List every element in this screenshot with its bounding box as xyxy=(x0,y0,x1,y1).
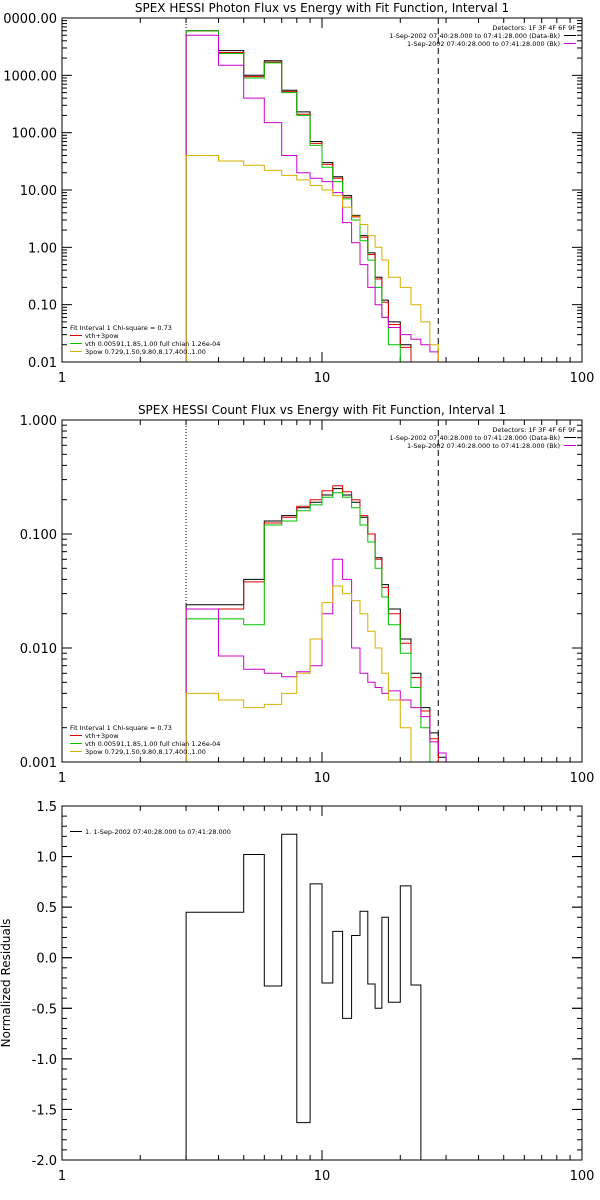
x-tick-label: 10 xyxy=(314,771,331,786)
y-tick-label: 10.00 xyxy=(20,184,57,199)
series-line-2 xyxy=(185,30,412,362)
y-tick-label: 0.001 xyxy=(20,756,57,771)
legend-entry-text: vth 0.00591,1.85,1.00 full chian 1.26e-0… xyxy=(85,740,220,748)
chart-panel-3: Normalized Residuals 1 10 100 -2.0 -1.5 -1.0 -0… xyxy=(0,800,594,1184)
y-tick-label: 0.100 xyxy=(20,528,57,543)
x-tick-label: 10 xyxy=(314,1169,331,1184)
x-tick-label: 1 xyxy=(58,771,66,786)
y-tick-label: -1.0 xyxy=(32,1053,57,1068)
legend-entry-text: 1-Sep-2002 07:40:28.000 to 07:41:28.000 … xyxy=(389,434,560,442)
chart-title: SPEX HESSI Count Flux vs Energy with Fit… xyxy=(138,403,506,417)
x-tick-label: 1 xyxy=(58,371,66,386)
legend-entry-text: Fit Interval 1 Chi-square = 0.73 xyxy=(70,724,172,732)
series-line-1 xyxy=(185,488,447,762)
legend-entry-text: 3pow 0.729,1.50,9.80,8.17,400.,1.00 xyxy=(85,748,206,756)
y-tick-label: 0.01 xyxy=(28,356,57,371)
x-tick-label: 100 xyxy=(570,371,595,386)
series-line-5 xyxy=(185,155,439,362)
x-tick-label: 1 xyxy=(58,1169,66,1184)
y-tick-label: 0.010 xyxy=(20,642,57,657)
legend-entry-text: vth+3pow xyxy=(85,332,119,340)
chart-title: SPEX HESSI Photon Flux vs Energy with Fi… xyxy=(135,1,509,15)
legend-entry-text: vth 0.00591,1.85,1.00 full chian 1.26e-0… xyxy=(85,340,220,348)
series-line-4 xyxy=(185,558,447,762)
y-tick-label: 1.0 xyxy=(36,851,57,866)
y-tick-label: 0.0 xyxy=(36,952,57,967)
series-line-4 xyxy=(185,34,447,363)
y-tick-label: 1.00 xyxy=(28,241,57,256)
legend-entry-text: 1-Sep-2002 07:40:28.000 to 07:41:28.000 … xyxy=(407,40,560,48)
legend-entry-text: 1-Sep-2002 07:40:28.000 to 07:41:28.000 … xyxy=(407,442,560,450)
y-tick-label: 0.5 xyxy=(36,901,57,916)
series-line-3 xyxy=(185,492,447,763)
y-tick-label: -1.5 xyxy=(32,1103,57,1118)
legend-entry-text: Detectors: 1F 3F 4F 6F 9F xyxy=(492,426,576,434)
x-tick-label: 10 xyxy=(314,371,331,386)
x-tick-label: 100 xyxy=(570,771,595,786)
legend-entry-text: 1-Sep-2002 07:40:28.000 to 07:41:28.000 … xyxy=(389,32,560,40)
plot-frame xyxy=(61,17,583,363)
y-tick-label: -2.0 xyxy=(32,1154,57,1169)
y-tick-label: 0.10 xyxy=(28,299,57,314)
y-tick-label: 1.5 xyxy=(36,800,57,815)
plot-frame xyxy=(61,419,583,763)
y-tick-label: -0.5 xyxy=(32,1002,57,1017)
legend-entry-text: Fit Interval 1 Chi-square = 0.73 xyxy=(70,324,172,332)
series-line-3 xyxy=(185,30,411,363)
y-axis-label: Normalized Residuals xyxy=(0,919,13,1048)
y-tick-label: 1000.00 xyxy=(3,69,57,84)
series-line-1 xyxy=(185,833,422,1160)
chart-panel-2: SPEX HESSI Count Flux vs Energy with Fit… xyxy=(20,403,595,786)
series-line-2 xyxy=(185,485,447,763)
legend-entry-text: vth+3pow xyxy=(85,732,119,740)
legend-entry-text: 3pow 0.729,1.50,9.80,8.17,400.,1.00 xyxy=(85,348,206,356)
series-line-5 xyxy=(185,585,439,763)
y-tick-label: 1.000 xyxy=(20,414,57,429)
chart-panel-1: SPEX HESSI Photon Flux vs Energy with Fi… xyxy=(3,1,594,386)
y-tick-label: 100.00 xyxy=(12,127,58,142)
y-tick-label: 0000.00 xyxy=(3,12,57,27)
plot-frame xyxy=(61,805,583,1161)
legend-entry-text: 1. 1-Sep-2002 07:40:28.000 to 07:41:28.0… xyxy=(85,828,231,836)
legend-entry-text: Detectors: 1F 3F 4F 6F 9F xyxy=(492,24,576,32)
series-line-1 xyxy=(185,30,412,362)
x-tick-label: 100 xyxy=(570,1169,595,1184)
